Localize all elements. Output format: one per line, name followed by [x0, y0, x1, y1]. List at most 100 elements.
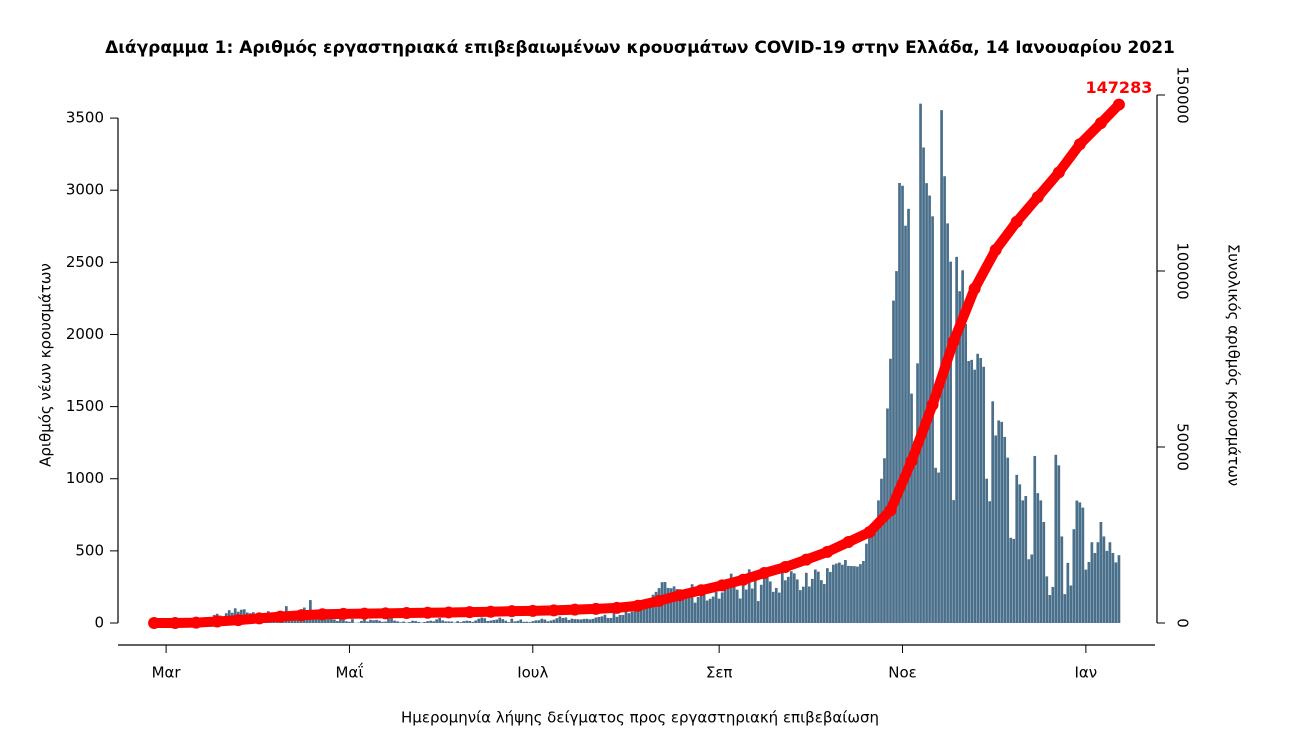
- bar: [853, 566, 856, 623]
- cumulative-point: [274, 610, 287, 623]
- bar: [949, 261, 952, 623]
- bar: [561, 617, 565, 623]
- bar: [729, 573, 733, 623]
- cumulative-point: [1094, 117, 1107, 130]
- bar: [423, 621, 426, 623]
- bar: [762, 569, 766, 623]
- bar: [856, 566, 859, 623]
- x-tick-label: Μαr: [152, 664, 182, 682]
- cumulative-point: [821, 545, 834, 558]
- bar: [480, 617, 484, 623]
- cumulative-point: [295, 609, 308, 622]
- bar: [600, 616, 604, 623]
- bar: [609, 617, 613, 623]
- bar: [895, 271, 898, 623]
- chart-title: Διάγραμμα 1: Αριθμός εργαστηριακά επιβεβ…: [105, 38, 1175, 58]
- bar: [813, 569, 817, 623]
- y-tick-label: 3000: [66, 181, 104, 199]
- bar: [964, 324, 967, 623]
- x-axis-label: Ημερομηνία λήψης δείγματος προς εργαστηρ…: [401, 709, 879, 727]
- bar: [1027, 559, 1031, 623]
- bar: [889, 358, 892, 623]
- bar: [567, 619, 571, 623]
- bar: [723, 586, 727, 623]
- bar: [747, 569, 751, 623]
- bar: [771, 591, 775, 623]
- bar: [549, 620, 553, 623]
- bar: [570, 618, 574, 623]
- bar: [366, 621, 369, 623]
- bar: [492, 619, 496, 623]
- cumulative-point: [379, 607, 392, 620]
- cumulative-point: [610, 601, 623, 614]
- bar: [1057, 465, 1061, 623]
- y-axis-label: Αριθμός νέων κρουσμάτων: [37, 263, 55, 467]
- bar: [792, 573, 796, 623]
- bar: [588, 619, 592, 623]
- bar: [555, 618, 559, 623]
- bar: [961, 270, 964, 623]
- y-tick-label: 1000: [66, 469, 104, 487]
- bar: [327, 616, 330, 623]
- bar: [618, 614, 622, 623]
- bar: [432, 621, 435, 623]
- bar: [564, 617, 568, 623]
- bar: [516, 620, 520, 623]
- bar: [868, 533, 871, 623]
- bar: [738, 598, 742, 623]
- bar: [543, 619, 547, 623]
- bar: [315, 617, 318, 623]
- bar: [1081, 507, 1085, 623]
- x-tick-label: Νοε: [888, 664, 917, 682]
- bar: [498, 617, 502, 623]
- bar: [943, 176, 946, 623]
- bar: [997, 420, 1001, 623]
- bar: [438, 617, 441, 623]
- bar: [777, 592, 781, 623]
- bar: [444, 621, 447, 623]
- bar: [934, 467, 937, 623]
- bar: [1021, 500, 1025, 623]
- bar: [540, 618, 544, 623]
- bar: [946, 223, 949, 624]
- bar: [1117, 555, 1121, 623]
- cumulative-point: [1052, 166, 1065, 179]
- bar: [648, 601, 652, 623]
- bar: [892, 300, 895, 623]
- bar: [1048, 595, 1052, 623]
- bar: [399, 622, 402, 623]
- bar: [579, 619, 583, 623]
- cumulative-point: [505, 605, 518, 618]
- bar: [910, 393, 913, 623]
- bar: [375, 619, 378, 623]
- bar: [426, 621, 429, 623]
- bar: [507, 622, 511, 623]
- bar: [1033, 455, 1037, 623]
- bar: [339, 618, 342, 623]
- bar: [1051, 586, 1055, 623]
- bar: [381, 621, 384, 623]
- cumulative-point: [947, 335, 960, 348]
- bar: [387, 617, 390, 623]
- bar: [1054, 454, 1058, 623]
- bar: [1087, 561, 1091, 623]
- bar: [1096, 542, 1100, 623]
- cumulative-point: [800, 553, 813, 566]
- bar: [450, 621, 453, 623]
- bar: [369, 619, 372, 623]
- cumulative-point: [442, 606, 455, 619]
- bar: [783, 580, 787, 623]
- bar: [826, 568, 829, 623]
- bar: [483, 618, 487, 623]
- bar: [820, 580, 823, 623]
- x-tick-label: Ιαν: [1075, 664, 1098, 682]
- cumulative-point: [1031, 191, 1044, 204]
- bar: [624, 608, 628, 623]
- cumulative-point: [211, 615, 224, 628]
- bar: [994, 435, 998, 623]
- bar: [675, 589, 679, 623]
- bar: [348, 621, 351, 623]
- bar: [696, 597, 700, 623]
- bar: [552, 619, 556, 623]
- bar: [615, 616, 619, 623]
